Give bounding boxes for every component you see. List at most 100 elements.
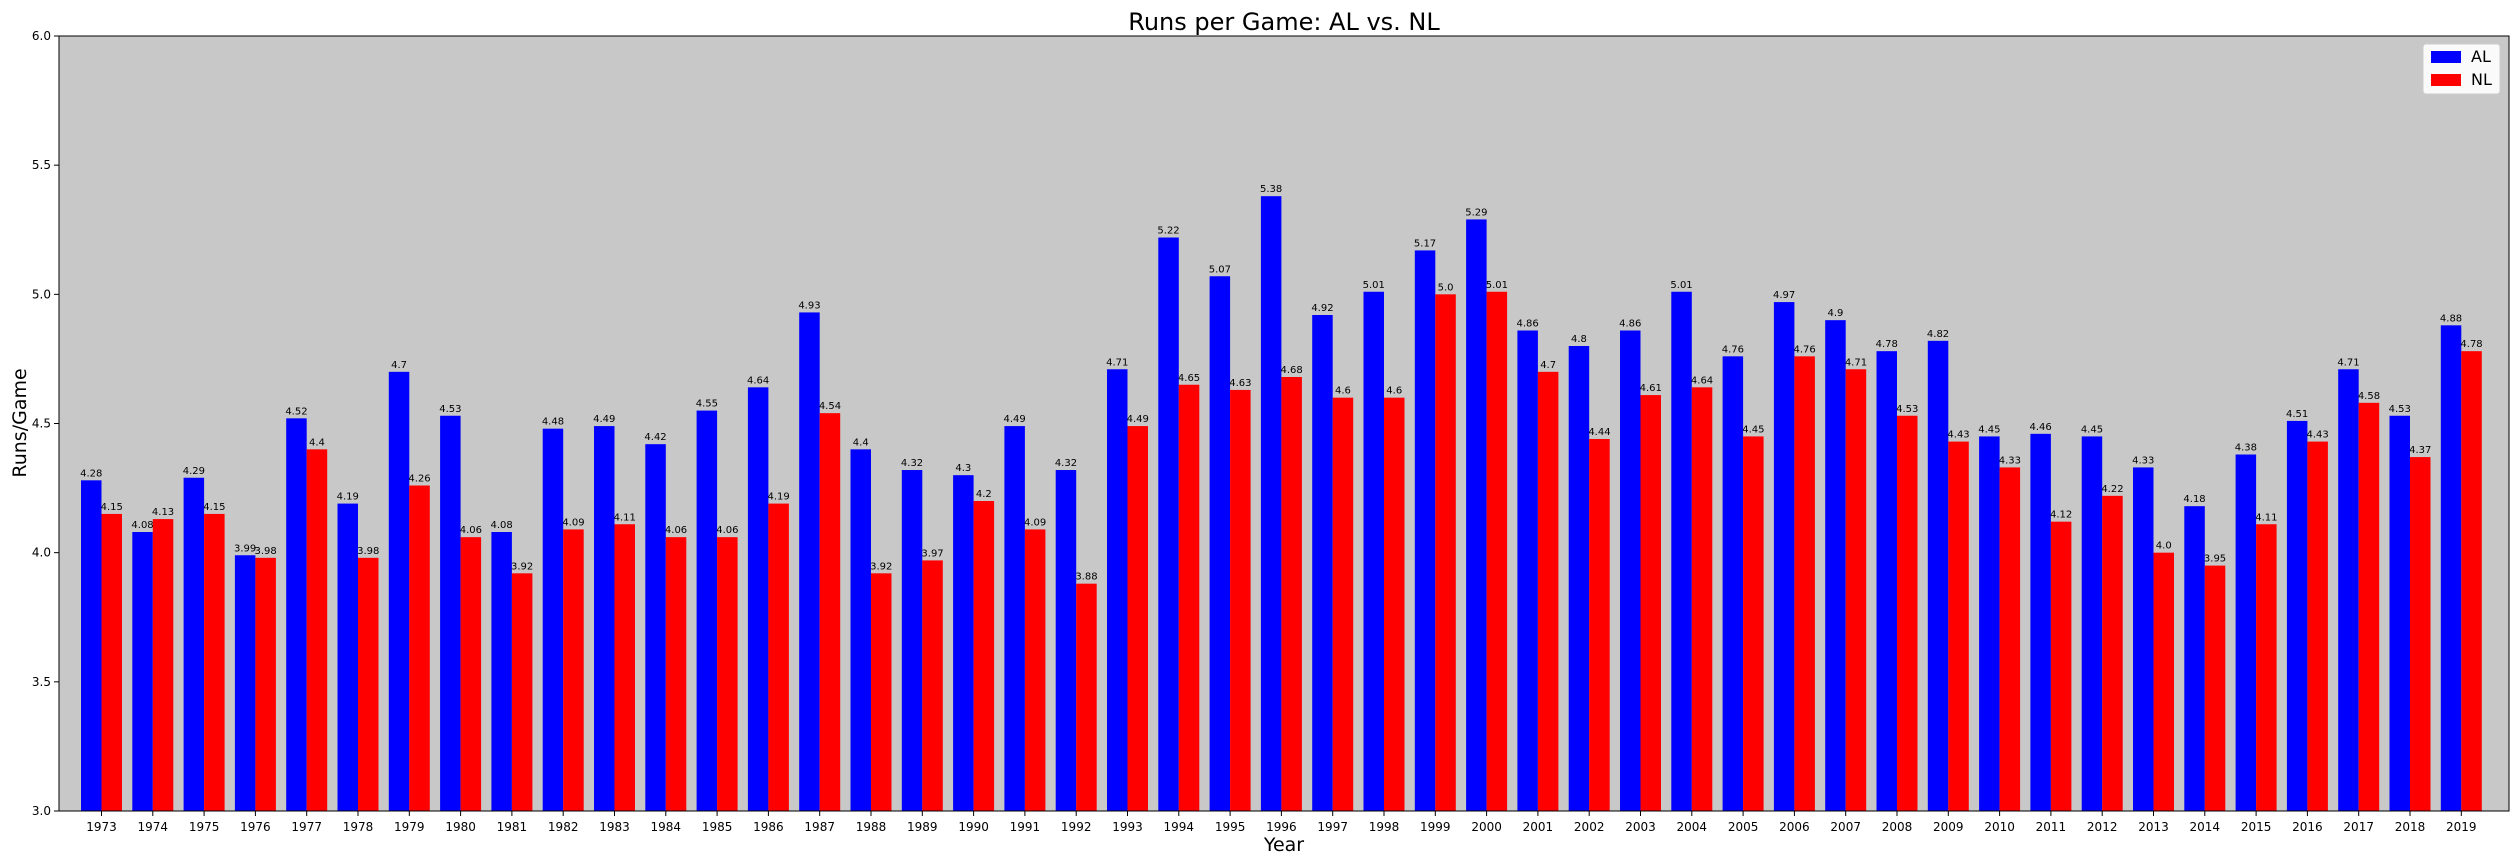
bar-al-2001 xyxy=(1517,330,1538,811)
bar-nl-1978 xyxy=(358,557,379,811)
data-label-al-1997: 4.92 xyxy=(1311,303,1333,314)
data-label-nl-1976: 3.98 xyxy=(255,546,277,557)
data-label-nl-1994: 4.65 xyxy=(1178,373,1200,384)
bars-layer xyxy=(81,196,2482,812)
data-label-al-1992: 4.32 xyxy=(1055,458,1077,469)
bar-nl-1980 xyxy=(460,537,482,811)
data-label-nl-1980: 4.06 xyxy=(460,525,482,536)
bar-nl-2007 xyxy=(1845,369,1867,811)
data-label-al-1983: 4.49 xyxy=(593,414,615,425)
bar-nl-2009 xyxy=(1948,441,1969,811)
bar-al-1980 xyxy=(440,415,461,811)
data-label-nl-2015: 4.11 xyxy=(2255,512,2277,523)
x-tick-label-1983: 1983 xyxy=(599,820,630,834)
x-tick-label-1977: 1977 xyxy=(291,820,322,834)
data-label-nl-2001: 4.7 xyxy=(1540,360,1556,371)
x-tick-label-1980: 1980 xyxy=(445,820,476,834)
x-tick-label-2006: 2006 xyxy=(1779,820,1810,834)
y-tick-label-5.0: 5.0 xyxy=(32,287,51,301)
data-label-nl-2011: 4.12 xyxy=(2050,510,2072,521)
bar-nl-2011 xyxy=(2050,521,2072,811)
x-tick-label-1984: 1984 xyxy=(651,820,682,834)
data-label-al-1981: 4.08 xyxy=(491,520,513,531)
bar-al-1996 xyxy=(1260,196,1282,812)
x-tick-label-2018: 2018 xyxy=(2395,820,2426,834)
bar-al-2008 xyxy=(1876,351,1897,811)
legend-swatch-al xyxy=(2431,51,2461,63)
x-tick-label-1997: 1997 xyxy=(1317,820,1348,834)
data-label-al-2001: 4.86 xyxy=(1517,319,1539,330)
y-tick-label-5.5: 5.5 xyxy=(32,158,51,172)
bar-nl-2012 xyxy=(2102,495,2123,811)
bar-nl-1984 xyxy=(665,537,687,811)
bar-nl-2001 xyxy=(1537,371,1559,811)
data-label-al-2004: 5.01 xyxy=(1670,280,1692,291)
data-label-nl-1978: 3.98 xyxy=(357,546,379,557)
data-label-al-1977: 4.52 xyxy=(285,406,307,417)
x-tick-label-2003: 2003 xyxy=(1625,820,1656,834)
data-label-nl-2004: 4.64 xyxy=(1691,375,1713,386)
bar-al-1999 xyxy=(1414,250,1436,812)
bar-al-2017 xyxy=(2338,369,2359,811)
data-label-nl-1990: 4.2 xyxy=(976,489,992,500)
bar-nl-1995 xyxy=(1230,389,1251,811)
x-tick-label-1975: 1975 xyxy=(189,820,220,834)
y-tick-label-6.0: 6.0 xyxy=(32,29,51,43)
legend-swatch-nl xyxy=(2431,74,2461,86)
x-axis: 1973 1974 1975 1976 1977 1978 1979 1980 1981 1982… xyxy=(86,811,2477,834)
data-label-nl-1991: 4.09 xyxy=(1024,517,1046,528)
x-tick-label-1986: 1986 xyxy=(753,820,784,834)
x-tick-label-1982: 1982 xyxy=(548,820,579,834)
data-label-al-1978: 4.19 xyxy=(337,492,359,503)
data-label-nl-1977: 4.4 xyxy=(309,437,325,448)
bar-al-1998 xyxy=(1363,291,1384,811)
data-label-al-1994: 5.22 xyxy=(1157,226,1179,237)
bar-nl-2003 xyxy=(1640,395,1661,811)
x-tick-label-2013: 2013 xyxy=(2138,820,2169,834)
data-label-nl-2014: 3.95 xyxy=(2204,554,2226,565)
data-label-al-1999: 5.17 xyxy=(1414,238,1436,249)
data-label-al-1990: 4.3 xyxy=(955,463,971,474)
data-label-al-1996: 5.38 xyxy=(1260,184,1282,195)
data-label-nl-1995: 4.63 xyxy=(1229,378,1251,389)
bar-al-1974 xyxy=(132,532,153,811)
bar-nl-1981 xyxy=(511,573,533,811)
data-label-al-2002: 4.8 xyxy=(1571,334,1587,345)
data-label-nl-1975: 4.15 xyxy=(203,502,225,513)
data-label-al-2007: 4.9 xyxy=(1827,308,1843,319)
data-label-nl-2016: 4.43 xyxy=(2307,430,2329,441)
x-tick-label-1979: 1979 xyxy=(394,820,425,834)
data-label-al-2012: 4.45 xyxy=(2081,424,2103,435)
bar-nl-1975 xyxy=(204,513,225,811)
x-tick-label-2009: 2009 xyxy=(1933,820,1964,834)
data-label-nl-2002: 4.44 xyxy=(1588,427,1610,438)
data-label-al-2013: 4.33 xyxy=(2132,455,2154,466)
bar-al-2014 xyxy=(2184,506,2205,811)
x-tick-label-2014: 2014 xyxy=(2190,820,2221,834)
data-label-al-1982: 4.48 xyxy=(542,417,564,428)
legend: AL NL xyxy=(2422,43,2501,95)
bar-al-1995 xyxy=(1209,276,1231,811)
data-label-nl-2017: 4.58 xyxy=(2358,391,2380,402)
data-label-al-1995: 5.07 xyxy=(1209,264,1231,275)
data-label-al-1976: 3.99 xyxy=(234,543,256,554)
data-label-nl-2007: 4.71 xyxy=(1845,357,1867,368)
bar-al-1993 xyxy=(1107,369,1128,811)
bar-nl-1998 xyxy=(1384,397,1405,811)
data-label-al-1980: 4.53 xyxy=(439,404,461,415)
data-label-nl-1983: 4.11 xyxy=(614,512,636,523)
x-tick-label-2010: 2010 xyxy=(1984,820,2015,834)
data-label-nl-2013: 4.0 xyxy=(2156,541,2172,552)
x-tick-label-1992: 1992 xyxy=(1061,820,1092,834)
bar-al-1982 xyxy=(542,428,564,811)
bar-al-1987 xyxy=(799,312,820,811)
data-label-nl-1998: 4.6 xyxy=(1386,386,1402,397)
bar-nl-2016 xyxy=(2307,441,2328,811)
x-tick-label-1987: 1987 xyxy=(804,820,835,834)
x-tick-label-1995: 1995 xyxy=(1215,820,1246,834)
data-label-nl-1987: 4.54 xyxy=(819,401,841,412)
bar-al-1983 xyxy=(594,426,615,811)
x-tick-label-2015: 2015 xyxy=(2241,820,2272,834)
data-label-nl-1988: 3.92 xyxy=(870,561,892,572)
